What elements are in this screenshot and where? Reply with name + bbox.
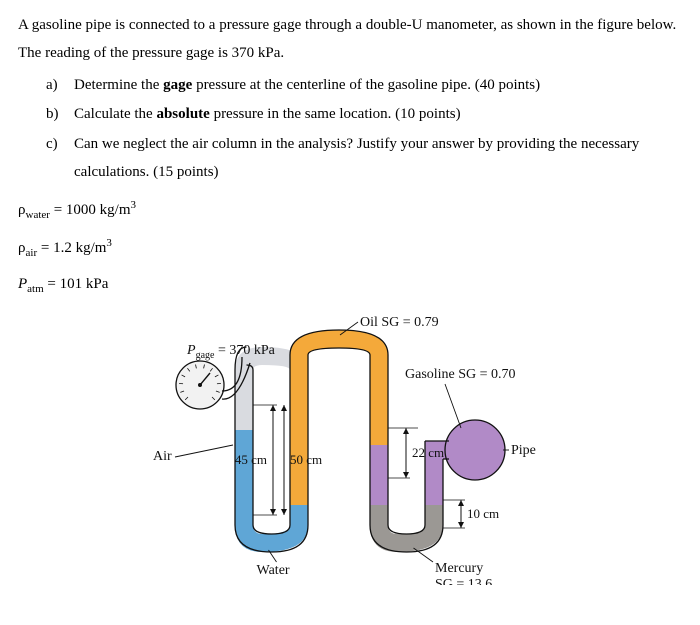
rho-water-sym: ρ [18, 202, 26, 218]
qa-pre: Determine the [74, 77, 163, 93]
question-b-text: Calculate the absolute pressure in the s… [74, 101, 461, 129]
svg-text:Pipe: Pipe [511, 443, 536, 458]
question-c-text: Can we neglect the air column in the ana… [74, 131, 682, 187]
question-a-text: Determine the gage pressure at the cente… [74, 72, 540, 100]
qb-post: pressure in the same location. (10 point… [210, 106, 461, 122]
patm-sym: P [18, 276, 27, 292]
rho-air-sym: ρ [18, 240, 26, 256]
qa-bold: gage [163, 77, 192, 93]
qb-bold: absolute [156, 106, 209, 122]
question-a: a) Determine the gage pressure at the ce… [46, 72, 682, 100]
problem-intro: A gasoline pipe is connected to a pressu… [18, 12, 682, 68]
question-b: b) Calculate the absolute pressure in th… [46, 101, 682, 129]
question-a-letter: a) [46, 72, 64, 100]
svg-text:45 cm: 45 cm [235, 452, 267, 467]
patm-val: = 101 kPa [44, 276, 109, 292]
qb-pre: Calculate the [74, 106, 156, 122]
figure: 45 cm50 cm22 cm10 cmPgage = 370 kPaAirOi… [18, 310, 682, 585]
svg-text:50 cm: 50 cm [290, 452, 322, 467]
svg-text:22 cm: 22 cm [412, 445, 444, 460]
rho-air: ρair = 1.2 kg/m3 [18, 233, 682, 263]
svg-text:SG = 13.6: SG = 13.6 [435, 577, 492, 585]
svg-text:Mercury: Mercury [435, 561, 483, 576]
svg-text:Oil SG = 0.79: Oil SG = 0.79 [360, 315, 439, 330]
svg-text:Water: Water [257, 563, 290, 578]
rho-air-val: = 1.2 kg/m [37, 240, 106, 256]
given-values: ρwater = 1000 kg/m3 ρair = 1.2 kg/m3 Pat… [18, 195, 682, 300]
rho-water-val: = 1000 kg/m [50, 202, 131, 218]
question-c: c) Can we neglect the air column in the … [46, 131, 682, 187]
patm-sub: atm [27, 283, 44, 295]
p-atm: Patm = 101 kPa [18, 271, 682, 299]
manometer-diagram: 45 cm50 cm22 cm10 cmPgage = 370 kPaAirOi… [115, 310, 585, 585]
svg-text:Air: Air [153, 449, 172, 464]
rho-air-sup: 3 [106, 237, 112, 249]
question-c-letter: c) [46, 131, 64, 187]
qa-post: pressure at the centerline of the gasoli… [192, 77, 540, 93]
rho-air-sub: air [26, 247, 38, 259]
svg-text:10 cm: 10 cm [467, 506, 499, 521]
question-b-letter: b) [46, 101, 64, 129]
svg-text:Gasoline SG = 0.70: Gasoline SG = 0.70 [405, 367, 516, 382]
rho-water-sub: water [26, 209, 50, 221]
question-list: a) Determine the gage pressure at the ce… [46, 72, 682, 187]
rho-water: ρwater = 1000 kg/m3 [18, 195, 682, 225]
rho-water-sup: 3 [130, 199, 136, 211]
